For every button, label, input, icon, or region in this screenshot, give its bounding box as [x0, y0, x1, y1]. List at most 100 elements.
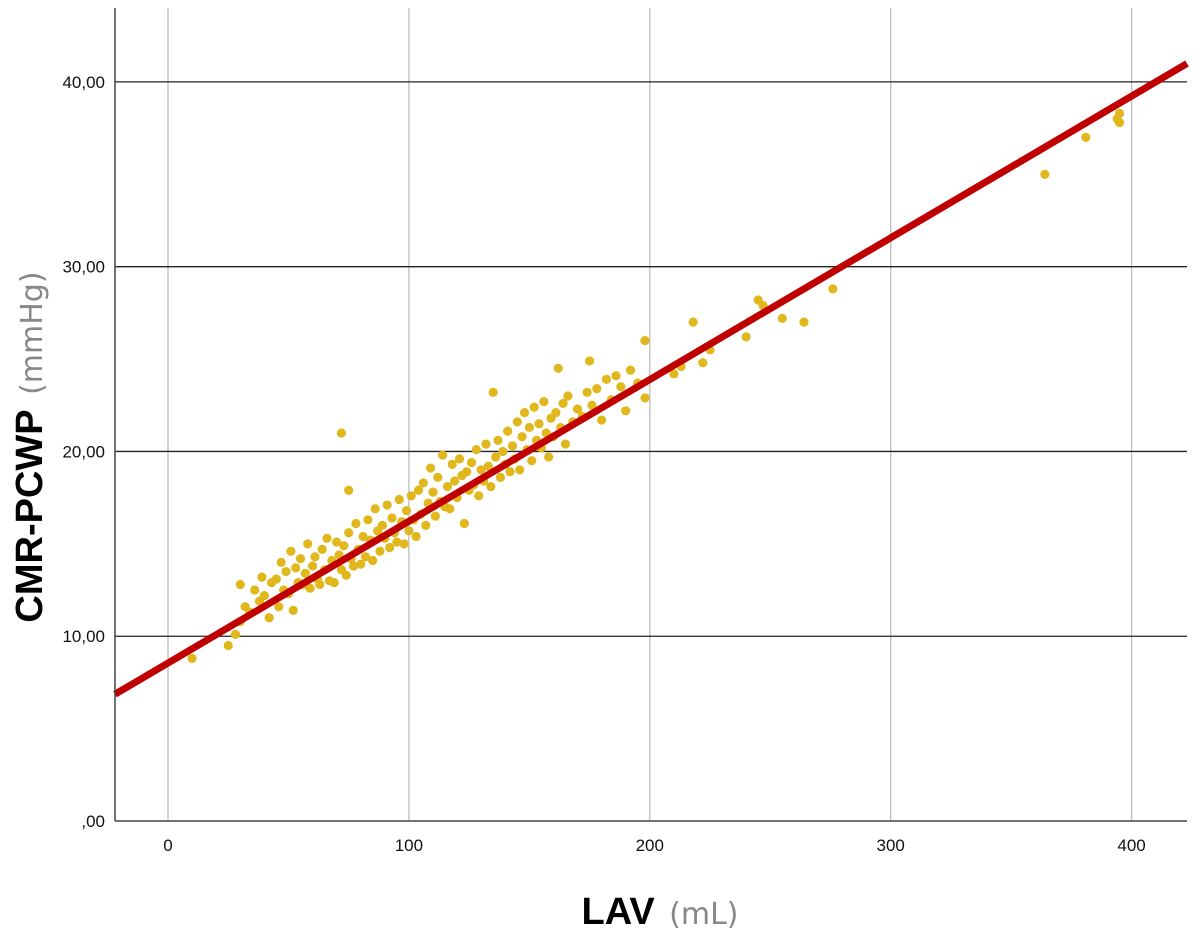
data-point — [1114, 117, 1125, 128]
data-point — [688, 317, 698, 327]
data-point — [276, 557, 286, 567]
x-tick-label: 100 — [395, 836, 423, 855]
data-point — [640, 393, 650, 403]
y-axis-title-unit: (mmHg) — [15, 271, 50, 394]
data-point — [433, 472, 443, 482]
data-point — [363, 515, 373, 525]
data-point — [264, 613, 274, 623]
data-point — [625, 365, 636, 375]
data-point — [698, 358, 708, 368]
data-point — [358, 531, 368, 542]
data-point — [471, 445, 481, 455]
data-point — [447, 459, 457, 469]
x-tick-label: 300 — [877, 836, 905, 855]
y-tick-label: 20,00 — [62, 442, 105, 461]
grid-layer — [115, 8, 1187, 821]
points-layer — [187, 108, 1125, 664]
data-point — [553, 363, 563, 373]
data-point — [317, 544, 327, 554]
data-point — [551, 408, 561, 418]
data-point — [295, 554, 306, 564]
data-point — [382, 500, 392, 510]
data-point — [592, 384, 602, 394]
data-point — [274, 602, 284, 612]
data-point — [1114, 108, 1125, 118]
data-point — [527, 456, 537, 466]
data-point — [495, 472, 506, 482]
data-point — [442, 481, 453, 492]
data-point — [421, 520, 431, 530]
data-point — [476, 465, 486, 475]
data-point — [544, 452, 554, 462]
data-point — [428, 487, 438, 497]
data-point — [411, 531, 421, 542]
data-point — [368, 555, 378, 566]
data-point — [425, 463, 436, 473]
data-point — [223, 640, 233, 651]
x-axis-title: LAV (mL) — [582, 891, 739, 933]
data-point — [616, 382, 626, 392]
data-point — [286, 546, 296, 556]
data-point — [584, 356, 595, 366]
data-point — [486, 481, 496, 492]
data-point — [741, 332, 751, 342]
x-tick-label: 400 — [1117, 836, 1145, 855]
frame-layer — [114, 8, 1187, 822]
y-axis-title-main: CMR-PCWP — [9, 409, 51, 622]
data-point — [587, 400, 597, 410]
data-point — [336, 428, 347, 438]
y-tick-label: 40,00 — [62, 73, 105, 92]
data-point — [512, 417, 522, 427]
data-point — [430, 511, 440, 521]
data-point — [503, 426, 513, 436]
data-point — [597, 415, 607, 425]
data-point — [777, 313, 787, 324]
data-point — [401, 505, 412, 516]
data-point — [257, 572, 267, 582]
data-point — [307, 561, 318, 571]
data-point — [828, 284, 838, 294]
data-point — [454, 454, 465, 464]
fit-layer — [113, 60, 1189, 698]
data-point — [377, 520, 387, 530]
data-point — [300, 568, 310, 579]
data-point — [315, 579, 325, 590]
data-point — [235, 579, 245, 590]
data-point — [348, 561, 359, 571]
data-point — [799, 317, 809, 327]
data-point — [418, 478, 428, 488]
data-point — [344, 528, 354, 538]
data-point — [385, 542, 395, 553]
data-point — [399, 539, 409, 549]
data-point — [394, 494, 404, 505]
data-point — [310, 552, 320, 562]
data-point — [507, 441, 518, 451]
data-point — [669, 369, 679, 379]
data-point — [481, 439, 491, 449]
data-point — [303, 539, 313, 549]
x-axis-title-unit: (mL) — [669, 897, 738, 932]
data-point — [493, 435, 503, 445]
y-axis-title: CMR-PCWP (mmHg) — [9, 271, 51, 622]
y-tick-label: ,00 — [81, 812, 105, 831]
data-point — [640, 335, 650, 346]
data-point — [341, 570, 351, 580]
data-point — [474, 491, 484, 501]
data-point — [515, 465, 525, 475]
data-point — [370, 504, 380, 514]
x-tick-label: 0 — [163, 836, 172, 855]
data-point — [288, 605, 298, 615]
x-tick-label: 200 — [636, 836, 664, 855]
data-point — [356, 559, 366, 569]
data-point — [329, 578, 339, 588]
y-tick-label: 30,00 — [62, 258, 105, 277]
data-point — [582, 387, 592, 397]
data-point — [519, 408, 530, 418]
data-point — [524, 422, 534, 433]
data-point — [558, 398, 568, 409]
data-point — [529, 402, 539, 412]
y-tick-label: 10,00 — [62, 627, 105, 646]
data-point — [1081, 132, 1091, 142]
data-point — [445, 504, 455, 514]
